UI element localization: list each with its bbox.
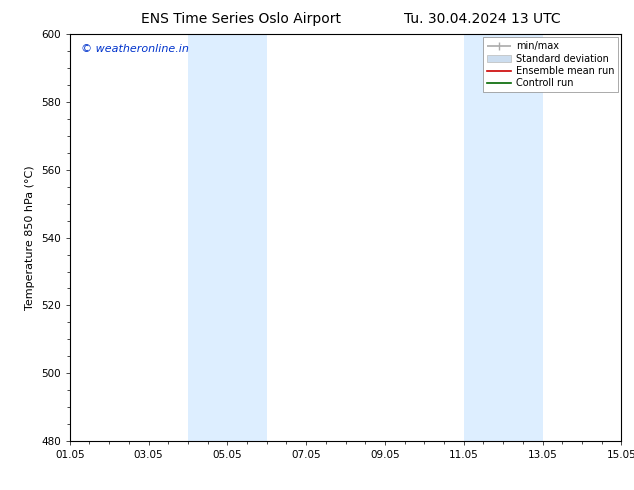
Text: © weatheronline.in: © weatheronline.in bbox=[81, 45, 189, 54]
Text: ENS Time Series Oslo Airport: ENS Time Series Oslo Airport bbox=[141, 12, 341, 26]
Y-axis label: Temperature 850 hPa (°C): Temperature 850 hPa (°C) bbox=[25, 165, 36, 310]
Bar bbox=[463, 34, 543, 441]
Bar bbox=[188, 34, 267, 441]
Legend: min/max, Standard deviation, Ensemble mean run, Controll run: min/max, Standard deviation, Ensemble me… bbox=[483, 37, 618, 92]
Text: Tu. 30.04.2024 13 UTC: Tu. 30.04.2024 13 UTC bbox=[403, 12, 560, 26]
